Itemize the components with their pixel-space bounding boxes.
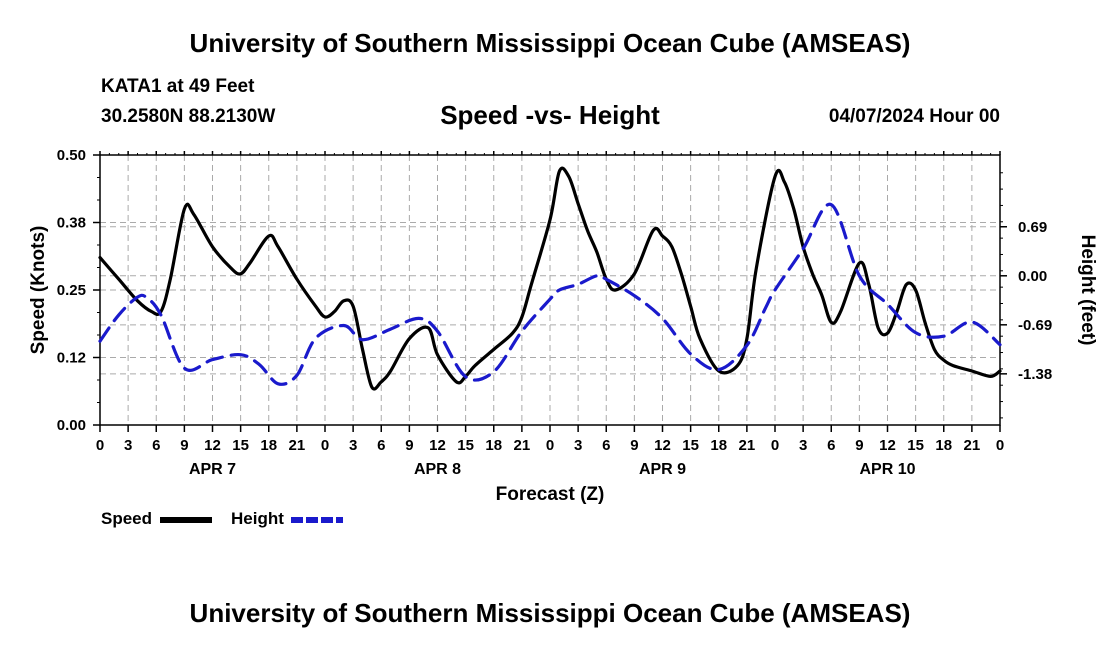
- station-label: KATA1 at 49 Feet: [101, 76, 255, 97]
- series-line-height: [98, 203, 1002, 386]
- day-label: APR 7: [189, 461, 236, 478]
- y2-tick-label: 0.69: [1018, 219, 1047, 236]
- y-tick-label: 0.12: [57, 350, 86, 367]
- legend-height-swatch: [291, 517, 343, 523]
- x-tick-label: 6: [827, 437, 835, 454]
- y2-tick-label: -0.69: [1018, 317, 1052, 334]
- day-label: APR 10: [859, 461, 915, 478]
- x-tick-label: 12: [654, 437, 671, 454]
- chart-title: Speed -vs- Height: [440, 100, 660, 130]
- tick-layer: [93, 151, 1007, 432]
- y2-tick-label: -1.38: [1018, 366, 1052, 383]
- x-tick-label: 6: [152, 437, 160, 454]
- forecast-datetime: 04/07/2024 Hour 00: [828, 106, 1000, 127]
- x-tick-label: 0: [96, 437, 104, 454]
- y-tick-label: 0.00: [57, 417, 86, 434]
- x-tick-label: 18: [935, 437, 952, 454]
- coordinates-label: 30.2580N 88.2130W: [101, 106, 276, 127]
- legend-height-label: Height: [231, 509, 284, 528]
- legend-speed-swatch: [160, 517, 212, 523]
- y-tick-label: 0.25: [57, 282, 86, 299]
- x-axis-title: Forecast (Z): [496, 484, 605, 505]
- x-tick-label: 18: [260, 437, 277, 454]
- x-tick-label: 15: [907, 437, 924, 454]
- x-tick-label: 3: [799, 437, 807, 454]
- series-layer: [98, 166, 1002, 391]
- x-tick-label: 15: [232, 437, 249, 454]
- x-tick-label: 15: [682, 437, 699, 454]
- x-tick-label: 12: [429, 437, 446, 454]
- x-tick-label: 21: [964, 437, 981, 454]
- y-axis-title: Speed (Knots): [28, 226, 49, 355]
- x-tick-label: 3: [574, 437, 582, 454]
- grid-layer: [100, 155, 1000, 425]
- x-tick-label: 9: [630, 437, 638, 454]
- series-line-speed: [98, 166, 1002, 391]
- y-tick-label: 0.50: [57, 147, 86, 164]
- y-tick-label: 0.38: [57, 215, 86, 232]
- x-tick-label: 9: [855, 437, 863, 454]
- x-tick-label: 21: [739, 437, 756, 454]
- label-layer: 0 3 6 9 12 15 18 21 0 3 6 9 12 15 18 21 0 3 6 9 12 15 18 21 0 3 6 9…: [28, 147, 1098, 505]
- x-tick-label: 0: [996, 437, 1004, 454]
- x-tick-label: 9: [180, 437, 188, 454]
- x-tick-label: 0: [321, 437, 329, 454]
- x-tick-label: 9: [405, 437, 413, 454]
- x-tick-label: 6: [602, 437, 610, 454]
- x-tick-label: 3: [124, 437, 132, 454]
- x-tick-label: 3: [349, 437, 357, 454]
- x-tick-label: 0: [546, 437, 554, 454]
- y2-tick-label: 0.00: [1018, 268, 1047, 285]
- x-tick-label: 12: [204, 437, 221, 454]
- x-tick-label: 21: [514, 437, 531, 454]
- x-tick-label: 6: [377, 437, 385, 454]
- x-tick-label: 15: [457, 437, 474, 454]
- x-tick-label: 21: [289, 437, 306, 454]
- x-tick-label: 0: [771, 437, 779, 454]
- x-tick-label: 18: [710, 437, 727, 454]
- y2-axis-title: Height (feet): [1077, 235, 1098, 346]
- x-tick-label: 18: [485, 437, 502, 454]
- footer-title: University of Southern Mississippi Ocean…: [189, 598, 911, 628]
- x-tick-label: 12: [879, 437, 896, 454]
- day-label: APR 8: [414, 461, 461, 478]
- legend-speed-label: Speed: [101, 509, 153, 528]
- main-title: University of Southern Mississippi Ocean…: [189, 28, 911, 58]
- day-label: APR 9: [639, 461, 686, 478]
